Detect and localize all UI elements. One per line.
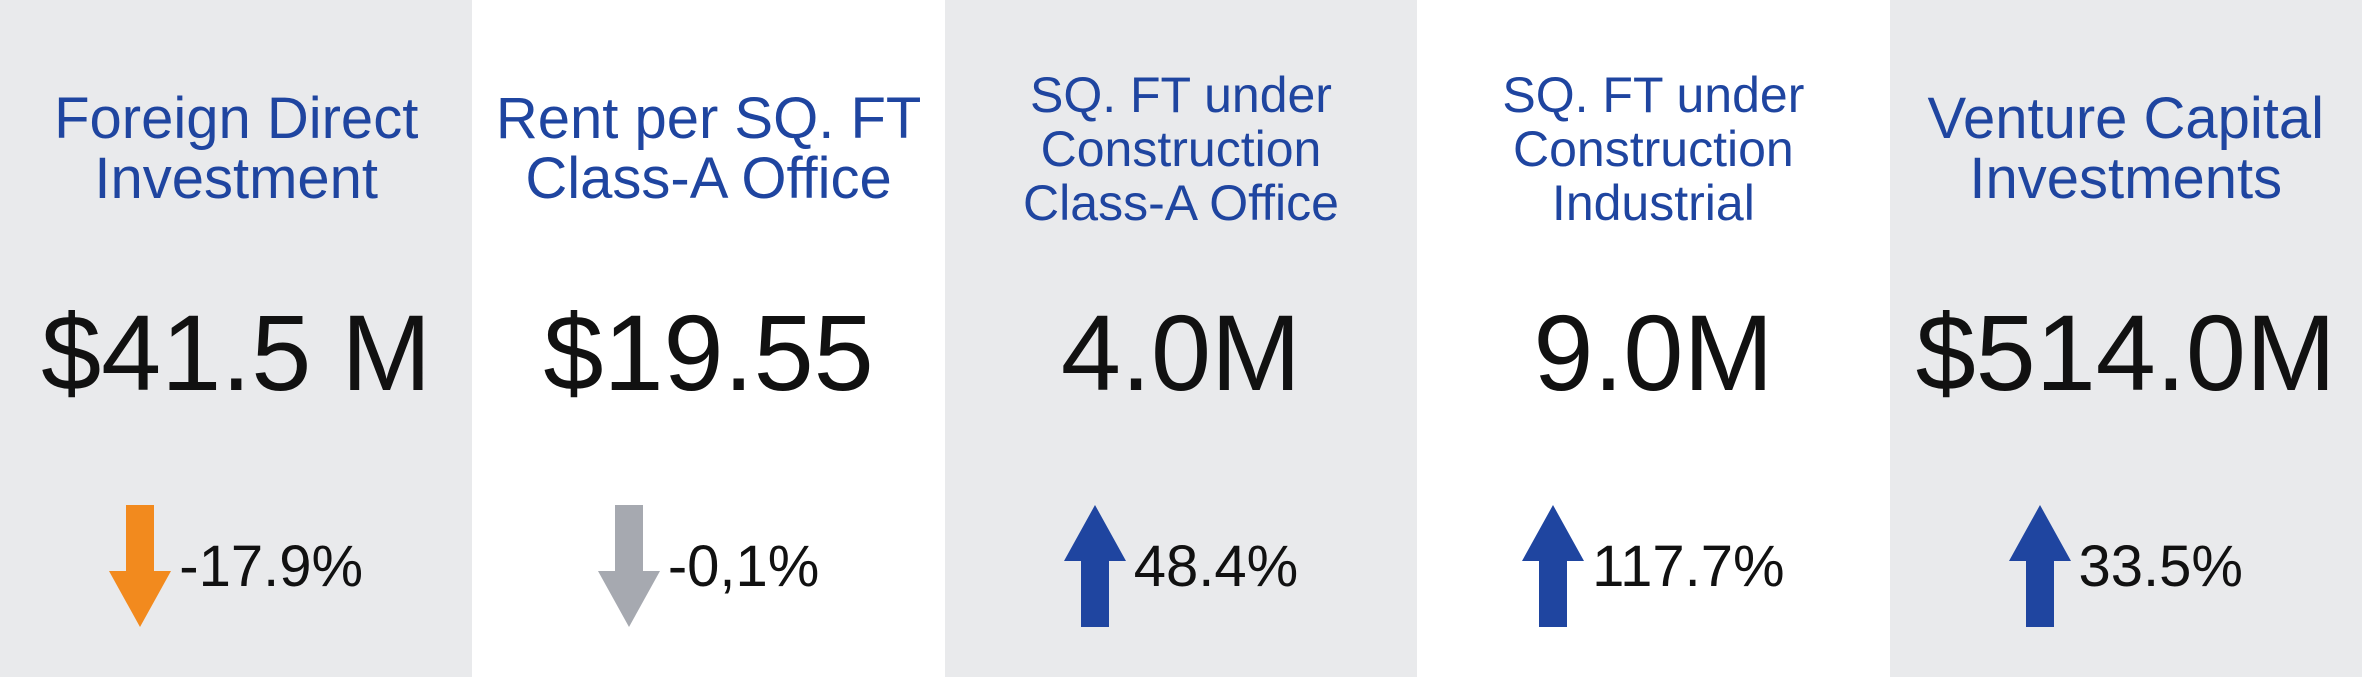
kpi-change: 48.4% [945,505,1417,627]
kpi-card-sq-ft-construction-industrial: SQ. FT under Construction Industrial 9.0… [1417,0,1890,677]
kpi-card-venture-capital: Venture Capital Investments $514.0M 33.5… [1889,0,2362,677]
arrow-shape [1522,505,1585,627]
kpi-change-value: 33.5% [2078,533,2243,599]
kpi-change: 33.5% [1890,505,2362,627]
kpi-value: $19.55 [543,291,874,413]
kpi-title-line: Rent per SQ. FT [495,86,922,151]
kpi-change-value: -17.9% [179,533,364,599]
kpi-card-sq-ft-construction-office: SQ. FT under Construction Class-A Office… [944,0,1418,677]
kpi-title-line: Venture Capital [1927,86,2325,151]
arrow-up-icon [1063,505,1126,627]
kpi-title-line: Construction [1040,121,1322,177]
arrow-shape [2008,505,2071,627]
kpi-title: SQ. FT under Construction Industrial [1417,64,1889,234]
kpi-change-value: -0,1% [667,533,820,599]
kpi-change: -0,1% [472,505,944,627]
kpi-title-line: Construction [1513,121,1794,177]
kpi-title-line: SQ. FT under [1029,67,1332,123]
kpi-change: 117.7% [1417,505,1889,627]
kpi-change-value: 117.7% [1592,533,1785,599]
kpi-value: 9.0M [1533,291,1774,413]
kpi-title: Venture Capital Investments [1890,64,2362,234]
arrow-shape [109,505,172,627]
arrow-shape [1063,505,1126,627]
kpi-title-line: Class-A Office [525,146,892,211]
kpi-change: -17.9% [0,505,472,627]
kpi-value: $41.5 M [41,291,432,413]
arrow-shape [597,505,660,627]
kpi-value: 4.0M [1060,291,1302,413]
kpi-title-line: Investment [94,146,379,211]
arrow-down-icon [109,505,172,627]
kpi-title: Foreign Direct Investment [0,64,472,234]
kpi-title: SQ. FT under Construction Class-A Office [945,64,1417,234]
kpi-change-value: 48.4% [1133,533,1299,599]
kpi-title-line: Class-A Office [1023,175,1339,231]
kpi-title-line: Foreign Direct [54,86,419,151]
kpi-card-rent-per-sq-ft: Rent per SQ. FT Class-A Office $19.55 -0… [472,0,945,677]
kpi-value: $514.0M [1915,291,2336,413]
arrow-up-icon [2008,505,2071,627]
arrow-down-icon [597,505,660,627]
kpi-title-line: Industrial [1551,175,1755,231]
kpi-card-foreign-direct-investment: Foreign Direct Investment $41.5 M -17.9% [0,0,473,677]
kpi-title-line: Investments [1969,146,2283,211]
arrow-up-icon [1522,505,1585,627]
kpi-title-line: SQ. FT under [1502,67,1805,123]
kpi-title: Rent per SQ. FT Class-A Office [472,64,944,234]
